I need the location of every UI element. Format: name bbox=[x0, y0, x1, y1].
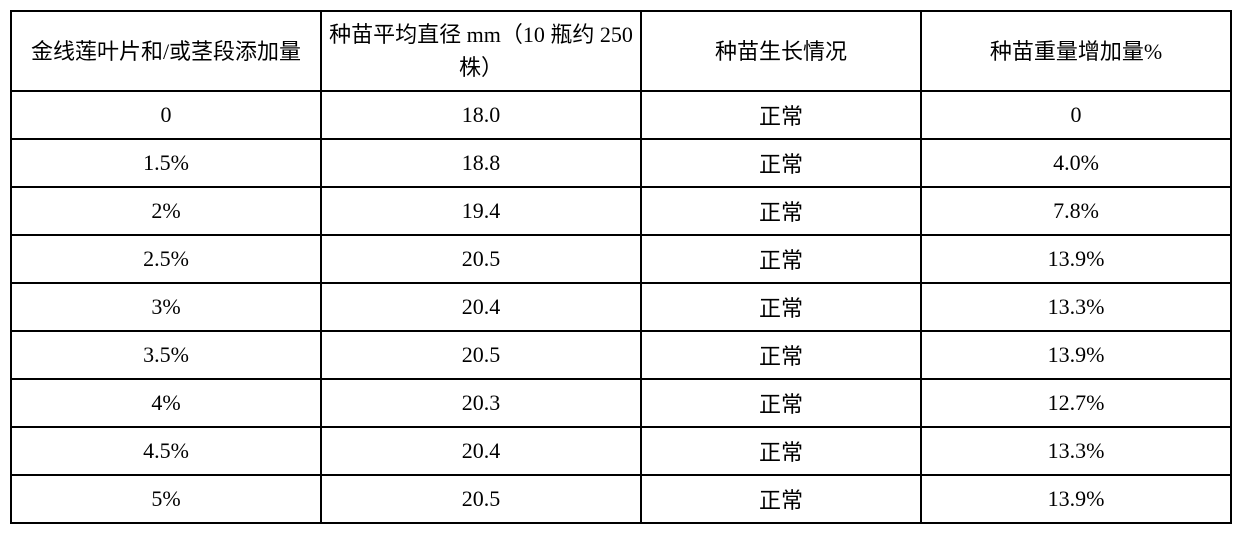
col-header-weight-increase: 种苗重量增加量% bbox=[921, 11, 1231, 91]
cell-weight-increase: 13.3% bbox=[921, 427, 1231, 475]
table-row: 2.5% 20.5 正常 13.9% bbox=[11, 235, 1231, 283]
cell-growth-status: 正常 bbox=[641, 331, 921, 379]
table-row: 3.5% 20.5 正常 13.9% bbox=[11, 331, 1231, 379]
cell-additive-amount: 2% bbox=[11, 187, 321, 235]
cell-weight-increase: 13.9% bbox=[921, 235, 1231, 283]
cell-growth-status: 正常 bbox=[641, 139, 921, 187]
cell-avg-diameter: 20.5 bbox=[321, 331, 641, 379]
table-row: 4% 20.3 正常 12.7% bbox=[11, 379, 1231, 427]
table-header: 金线莲叶片和/或茎段添加量 种苗平均直径 mm（10 瓶约 250 株） 种苗生… bbox=[11, 11, 1231, 91]
cell-growth-status: 正常 bbox=[641, 475, 921, 523]
table-row: 4.5% 20.4 正常 13.3% bbox=[11, 427, 1231, 475]
cell-weight-increase: 13.9% bbox=[921, 331, 1231, 379]
cell-avg-diameter: 20.4 bbox=[321, 427, 641, 475]
cell-weight-increase: 0 bbox=[921, 91, 1231, 139]
cell-avg-diameter: 19.4 bbox=[321, 187, 641, 235]
cell-weight-increase: 13.3% bbox=[921, 283, 1231, 331]
cell-additive-amount: 0 bbox=[11, 91, 321, 139]
cell-avg-diameter: 20.3 bbox=[321, 379, 641, 427]
cell-weight-increase: 12.7% bbox=[921, 379, 1231, 427]
table-row: 2% 19.4 正常 7.8% bbox=[11, 187, 1231, 235]
table-row: 1.5% 18.8 正常 4.0% bbox=[11, 139, 1231, 187]
cell-weight-increase: 4.0% bbox=[921, 139, 1231, 187]
cell-growth-status: 正常 bbox=[641, 91, 921, 139]
header-row: 金线莲叶片和/或茎段添加量 种苗平均直径 mm（10 瓶约 250 株） 种苗生… bbox=[11, 11, 1231, 91]
cell-additive-amount: 3.5% bbox=[11, 331, 321, 379]
cell-weight-increase: 7.8% bbox=[921, 187, 1231, 235]
table-row: 5% 20.5 正常 13.9% bbox=[11, 475, 1231, 523]
cell-additive-amount: 2.5% bbox=[11, 235, 321, 283]
cell-growth-status: 正常 bbox=[641, 283, 921, 331]
cell-avg-diameter: 20.5 bbox=[321, 235, 641, 283]
cell-additive-amount: 4.5% bbox=[11, 427, 321, 475]
cell-growth-status: 正常 bbox=[641, 235, 921, 283]
cell-avg-diameter: 20.4 bbox=[321, 283, 641, 331]
cell-additive-amount: 3% bbox=[11, 283, 321, 331]
col-header-growth-status: 种苗生长情况 bbox=[641, 11, 921, 91]
cell-weight-increase: 13.9% bbox=[921, 475, 1231, 523]
cell-additive-amount: 5% bbox=[11, 475, 321, 523]
cell-additive-amount: 1.5% bbox=[11, 139, 321, 187]
cell-avg-diameter: 18.8 bbox=[321, 139, 641, 187]
cell-avg-diameter: 20.5 bbox=[321, 475, 641, 523]
col-header-additive-amount: 金线莲叶片和/或茎段添加量 bbox=[11, 11, 321, 91]
cell-growth-status: 正常 bbox=[641, 427, 921, 475]
cell-growth-status: 正常 bbox=[641, 187, 921, 235]
cell-avg-diameter: 18.0 bbox=[321, 91, 641, 139]
cell-additive-amount: 4% bbox=[11, 379, 321, 427]
col-header-avg-diameter: 种苗平均直径 mm（10 瓶约 250 株） bbox=[321, 11, 641, 91]
cell-growth-status: 正常 bbox=[641, 379, 921, 427]
data-table: 金线莲叶片和/或茎段添加量 种苗平均直径 mm（10 瓶约 250 株） 种苗生… bbox=[10, 10, 1232, 524]
table-body: 0 18.0 正常 0 1.5% 18.8 正常 4.0% 2% 19.4 正常… bbox=[11, 91, 1231, 523]
table-row: 3% 20.4 正常 13.3% bbox=[11, 283, 1231, 331]
table-row: 0 18.0 正常 0 bbox=[11, 91, 1231, 139]
